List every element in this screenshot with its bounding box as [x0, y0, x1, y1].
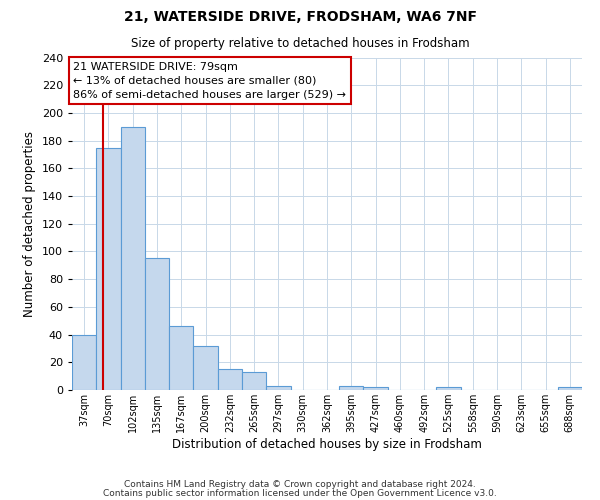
Bar: [339, 386, 364, 390]
Bar: [169, 326, 193, 390]
Text: Contains HM Land Registry data © Crown copyright and database right 2024.: Contains HM Land Registry data © Crown c…: [124, 480, 476, 489]
Y-axis label: Number of detached properties: Number of detached properties: [23, 130, 36, 317]
Text: Size of property relative to detached houses in Frodsham: Size of property relative to detached ho…: [131, 38, 469, 51]
Bar: [72, 334, 96, 390]
Bar: [193, 346, 218, 390]
Bar: [121, 127, 145, 390]
Bar: [364, 387, 388, 390]
X-axis label: Distribution of detached houses by size in Frodsham: Distribution of detached houses by size …: [172, 438, 482, 451]
Bar: [266, 386, 290, 390]
Text: 21, WATERSIDE DRIVE, FRODSHAM, WA6 7NF: 21, WATERSIDE DRIVE, FRODSHAM, WA6 7NF: [124, 10, 476, 24]
Bar: [218, 369, 242, 390]
Bar: [558, 387, 582, 390]
Bar: [145, 258, 169, 390]
Text: 21 WATERSIDE DRIVE: 79sqm
← 13% of detached houses are smaller (80)
86% of semi-: 21 WATERSIDE DRIVE: 79sqm ← 13% of detac…: [73, 62, 346, 100]
Bar: [242, 372, 266, 390]
Text: Contains public sector information licensed under the Open Government Licence v3: Contains public sector information licen…: [103, 488, 497, 498]
Bar: [436, 387, 461, 390]
Bar: [96, 148, 121, 390]
